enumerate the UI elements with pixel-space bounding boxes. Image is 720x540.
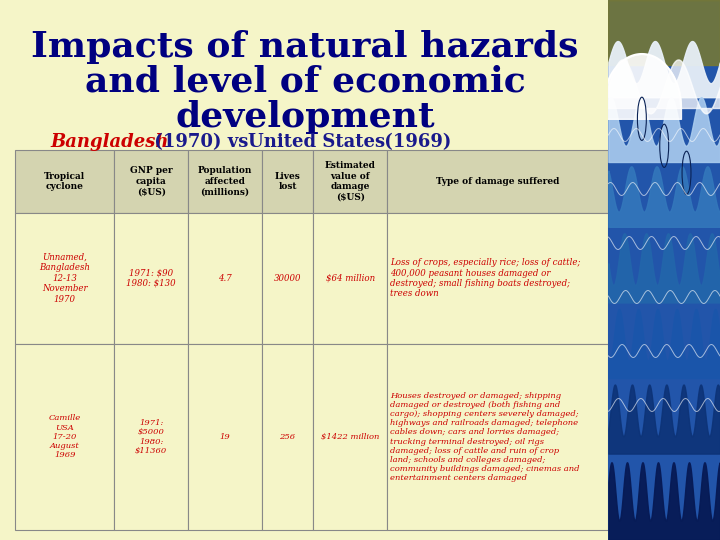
Bar xyxy=(313,213,387,344)
Text: Tropical
cyclone: Tropical cyclone xyxy=(44,172,85,191)
Text: 19: 19 xyxy=(220,433,230,441)
Text: GNP per
capita
($US): GNP per capita ($US) xyxy=(130,166,173,196)
Text: Unnamed,
Bangladesh
12-13
November
1970: Unnamed, Bangladesh 12-13 November 1970 xyxy=(40,253,90,303)
Bar xyxy=(188,213,262,344)
Text: (1970) vs: (1970) vs xyxy=(148,133,255,151)
Text: (1969): (1969) xyxy=(378,133,451,151)
Bar xyxy=(15,150,114,213)
Bar xyxy=(262,344,313,530)
Text: Loss of crops, especially rice; loss of cattle;
400,000 peasant houses damaged o: Loss of crops, especially rice; loss of … xyxy=(390,258,580,298)
Bar xyxy=(387,150,608,213)
Bar xyxy=(15,213,114,344)
Text: Lives
lost: Lives lost xyxy=(275,172,300,191)
Bar xyxy=(114,150,188,213)
Text: Camille
USA
17-20
August
1969: Camille USA 17-20 August 1969 xyxy=(48,415,81,460)
Text: 1971:
$5000
1980:
$11360: 1971: $5000 1980: $11360 xyxy=(135,419,168,455)
Text: Type of damage suffered: Type of damage suffered xyxy=(436,177,559,186)
Text: Population
affected
(millions): Population affected (millions) xyxy=(198,166,252,196)
Text: 30000: 30000 xyxy=(274,274,301,283)
Text: United States: United States xyxy=(248,133,385,151)
Bar xyxy=(387,213,608,344)
Bar xyxy=(262,213,313,344)
Text: Houses destroyed or damaged; shipping
damaged or destroyed (both fishing and
car: Houses destroyed or damaged; shipping da… xyxy=(390,392,580,482)
Text: 256: 256 xyxy=(279,433,296,441)
Text: Bangladesh: Bangladesh xyxy=(50,133,168,151)
Bar xyxy=(313,344,387,530)
Text: 4.7: 4.7 xyxy=(218,274,232,283)
Bar xyxy=(15,344,114,530)
Text: and level of economic: and level of economic xyxy=(85,65,526,99)
Bar xyxy=(114,344,188,530)
Bar xyxy=(114,213,188,344)
Bar xyxy=(188,344,262,530)
Bar xyxy=(262,150,313,213)
Bar xyxy=(608,0,720,65)
Bar xyxy=(313,150,387,213)
Text: $1422 million: $1422 million xyxy=(321,433,379,441)
Text: Estimated
value of
damage
($US): Estimated value of damage ($US) xyxy=(325,161,376,201)
Text: 1971: $90
1980: $130: 1971: $90 1980: $130 xyxy=(127,268,176,288)
Text: Impacts of natural hazards: Impacts of natural hazards xyxy=(31,30,579,64)
Bar xyxy=(188,150,262,213)
Bar xyxy=(387,344,608,530)
Text: $64 million: $64 million xyxy=(325,274,374,283)
Text: development: development xyxy=(175,100,435,134)
